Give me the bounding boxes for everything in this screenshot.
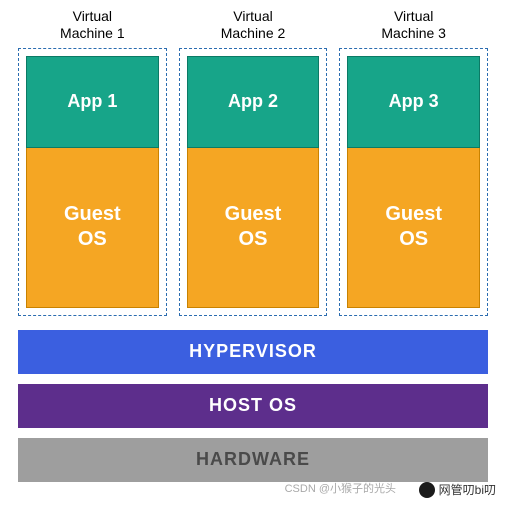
vm-1-title-line2: Machine 1 xyxy=(60,25,125,41)
vm-1: Virtual Machine 1 App 1 GuestOS xyxy=(18,8,167,316)
vm-2-title: Virtual Machine 2 xyxy=(221,8,286,42)
vms-row: Virtual Machine 1 App 1 GuestOS Virtual … xyxy=(18,8,488,316)
vm-1-title: Virtual Machine 1 xyxy=(60,8,125,42)
vm-2-box: App 2 GuestOS xyxy=(179,48,328,316)
vm-2-title-line2: Machine 2 xyxy=(221,25,286,41)
vm-3-box: App 3 GuestOS xyxy=(339,48,488,316)
layer-hardware: HARDWARE xyxy=(18,438,488,482)
layer-hostos: HOST OS xyxy=(18,384,488,428)
vm-2-guest: GuestOS xyxy=(187,148,320,308)
diagram-container: Virtual Machine 1 App 1 GuestOS Virtual … xyxy=(0,0,506,482)
watermark-csdn: CSDN @小猴子的光头 xyxy=(285,480,396,496)
vm-3: Virtual Machine 3 App 3 GuestOS xyxy=(339,8,488,316)
vm-1-box: App 1 GuestOS xyxy=(18,48,167,316)
vm-1-app: App 1 xyxy=(26,56,159,148)
watermark-wechat-text: 网管叨bi叨 xyxy=(439,481,496,498)
vm-3-guest: GuestOS xyxy=(347,148,480,308)
vm-2-app: App 2 xyxy=(187,56,320,148)
vm-1-guest: GuestOS xyxy=(26,148,159,308)
wechat-icon xyxy=(419,482,435,498)
vm-3-title: Virtual Machine 3 xyxy=(381,8,446,42)
vm-1-title-line1: Virtual xyxy=(73,8,112,24)
vm-2-title-line1: Virtual xyxy=(233,8,272,24)
vm-3-app: App 3 xyxy=(347,56,480,148)
layer-hypervisor: HYPERVISOR xyxy=(18,330,488,374)
watermark-wechat: 网管叨bi叨 xyxy=(419,481,496,498)
layers: HYPERVISOR HOST OS HARDWARE xyxy=(18,330,488,482)
vm-2: Virtual Machine 2 App 2 GuestOS xyxy=(179,8,328,316)
vm-3-title-line2: Machine 3 xyxy=(381,25,446,41)
vm-3-title-line1: Virtual xyxy=(394,8,433,24)
